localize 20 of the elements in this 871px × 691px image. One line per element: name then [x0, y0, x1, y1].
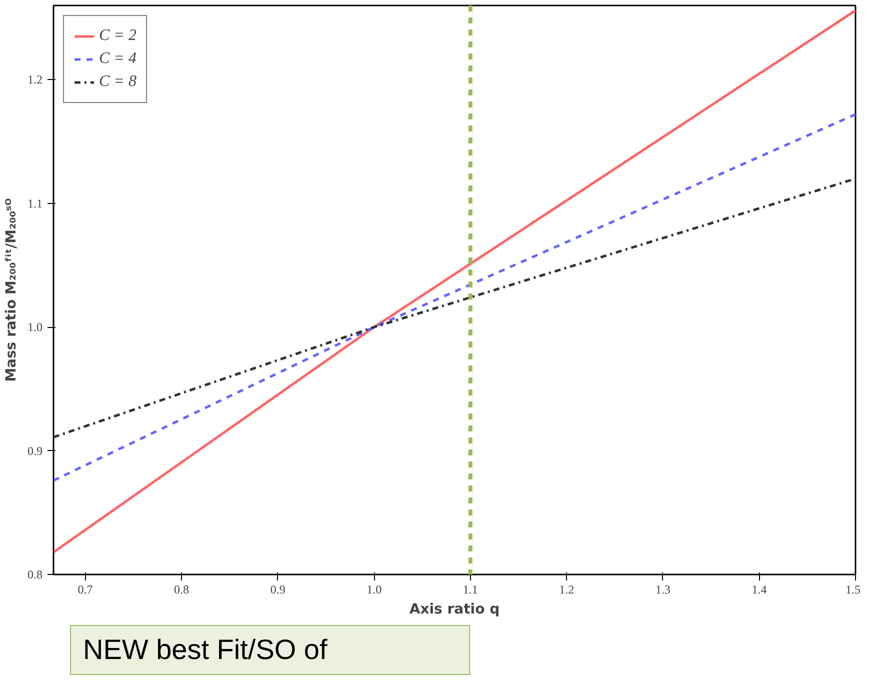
y-tick-label: 1.1	[28, 196, 42, 210]
x-tick-label: 0.7	[78, 582, 93, 596]
x-tick-label: 0.8	[174, 582, 190, 596]
text: NEW best Fit/SO of	[83, 633, 328, 667]
y-axis-title: Mass ratio M₂₀₀ᶠⁱᵗ/M₂₀₀ˢᴼ	[4, 198, 20, 382]
x-tick-label: 1.5	[846, 582, 860, 596]
legend-label: C = 2	[99, 27, 136, 45]
legend-label: C = 8	[99, 73, 136, 91]
x-tick-label: 1.2	[559, 582, 574, 596]
x-tick-label: 1.4	[752, 582, 767, 596]
y-tick-label: 0.9	[28, 444, 42, 458]
x-tick-label: 1.0	[366, 582, 382, 596]
x-tick-label: 1.3	[655, 582, 670, 596]
y-tick-label: 1.2	[28, 72, 42, 87]
y-tick-label: 1.0	[28, 320, 42, 334]
x-axis-title: Axis ratio q	[409, 602, 500, 618]
x-tick-label: 0.9	[270, 582, 286, 596]
x-tick-label: 1.1	[462, 582, 478, 596]
legend-label: C = 4	[99, 50, 136, 68]
y-tick-label: 0.8	[28, 568, 42, 582]
